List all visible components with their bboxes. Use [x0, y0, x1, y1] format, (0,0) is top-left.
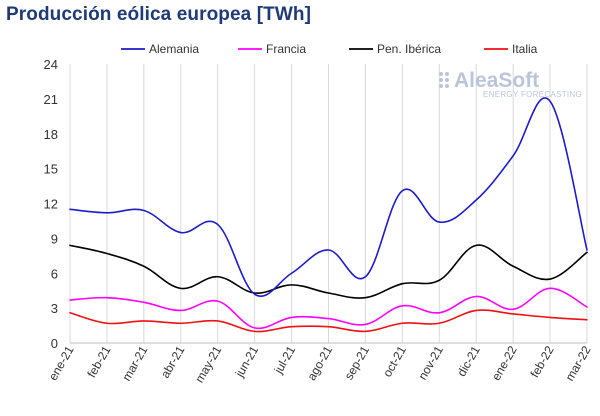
chart-title: Producción eólica europea [TWh]	[6, 4, 312, 25]
series	[69, 97, 588, 333]
y-tick-label: 15	[44, 162, 58, 177]
legend-label: Italia	[512, 42, 538, 56]
y-tick-label: 21	[44, 92, 58, 107]
legend-entry: Italia	[484, 42, 538, 56]
y-tick-label: 24	[44, 57, 58, 72]
x-tick-label: ago-21	[304, 343, 335, 383]
y-tick-label: 18	[44, 127, 58, 142]
x-tick-label: nov-21	[415, 343, 446, 382]
x-tick-label: feb-22	[528, 343, 557, 380]
y-tick-label: 12	[44, 197, 58, 212]
aleasoft-watermark: AleaSoft ENERGY FORECASTING	[439, 69, 582, 99]
legend-label: Francia	[266, 42, 306, 56]
x-tick-label: dic-21	[454, 343, 483, 379]
series-line-pen-ib-rica	[69, 244, 588, 299]
x-tick-label: abr-21	[158, 343, 188, 380]
series-line-italia	[69, 309, 588, 333]
legend-label: Alemania	[149, 42, 199, 56]
watermark-brand: AleaSoft	[454, 69, 539, 92]
x-tick-label: jul-21	[271, 343, 298, 377]
y-tick-label: 0	[51, 336, 58, 351]
y-tick-label: 6	[51, 266, 58, 281]
aleasoft-logo-icon	[439, 72, 449, 88]
grid	[69, 64, 588, 343]
x-tick-label: ene-22	[489, 343, 520, 383]
y-tick-label: 9	[51, 231, 58, 246]
x-tick-label: may-21	[192, 343, 224, 385]
x-tick-label: oct-21	[380, 343, 409, 379]
watermark-tagline: ENERGY FORECASTING	[483, 90, 582, 99]
x-tick-label: mar-22	[562, 343, 593, 383]
y-tick-label: 3	[51, 301, 58, 316]
series-line-francia	[69, 287, 588, 330]
x-tick-label: jun-21	[232, 343, 261, 380]
x-tick-label: feb-21	[84, 343, 113, 380]
legend: Alemania Francia Pen. Ibérica Italia	[121, 42, 538, 56]
legend-entry: Alemania	[121, 42, 199, 56]
legend-entry: Francia	[238, 42, 306, 56]
x-tick-label: sep-21	[342, 343, 373, 382]
x-tick-label: mar-21	[119, 343, 150, 383]
series-line-alemania	[69, 97, 588, 297]
legend-label: Pen. Ibérica	[377, 42, 441, 56]
legend-entry: Pen. Ibérica	[349, 42, 441, 56]
